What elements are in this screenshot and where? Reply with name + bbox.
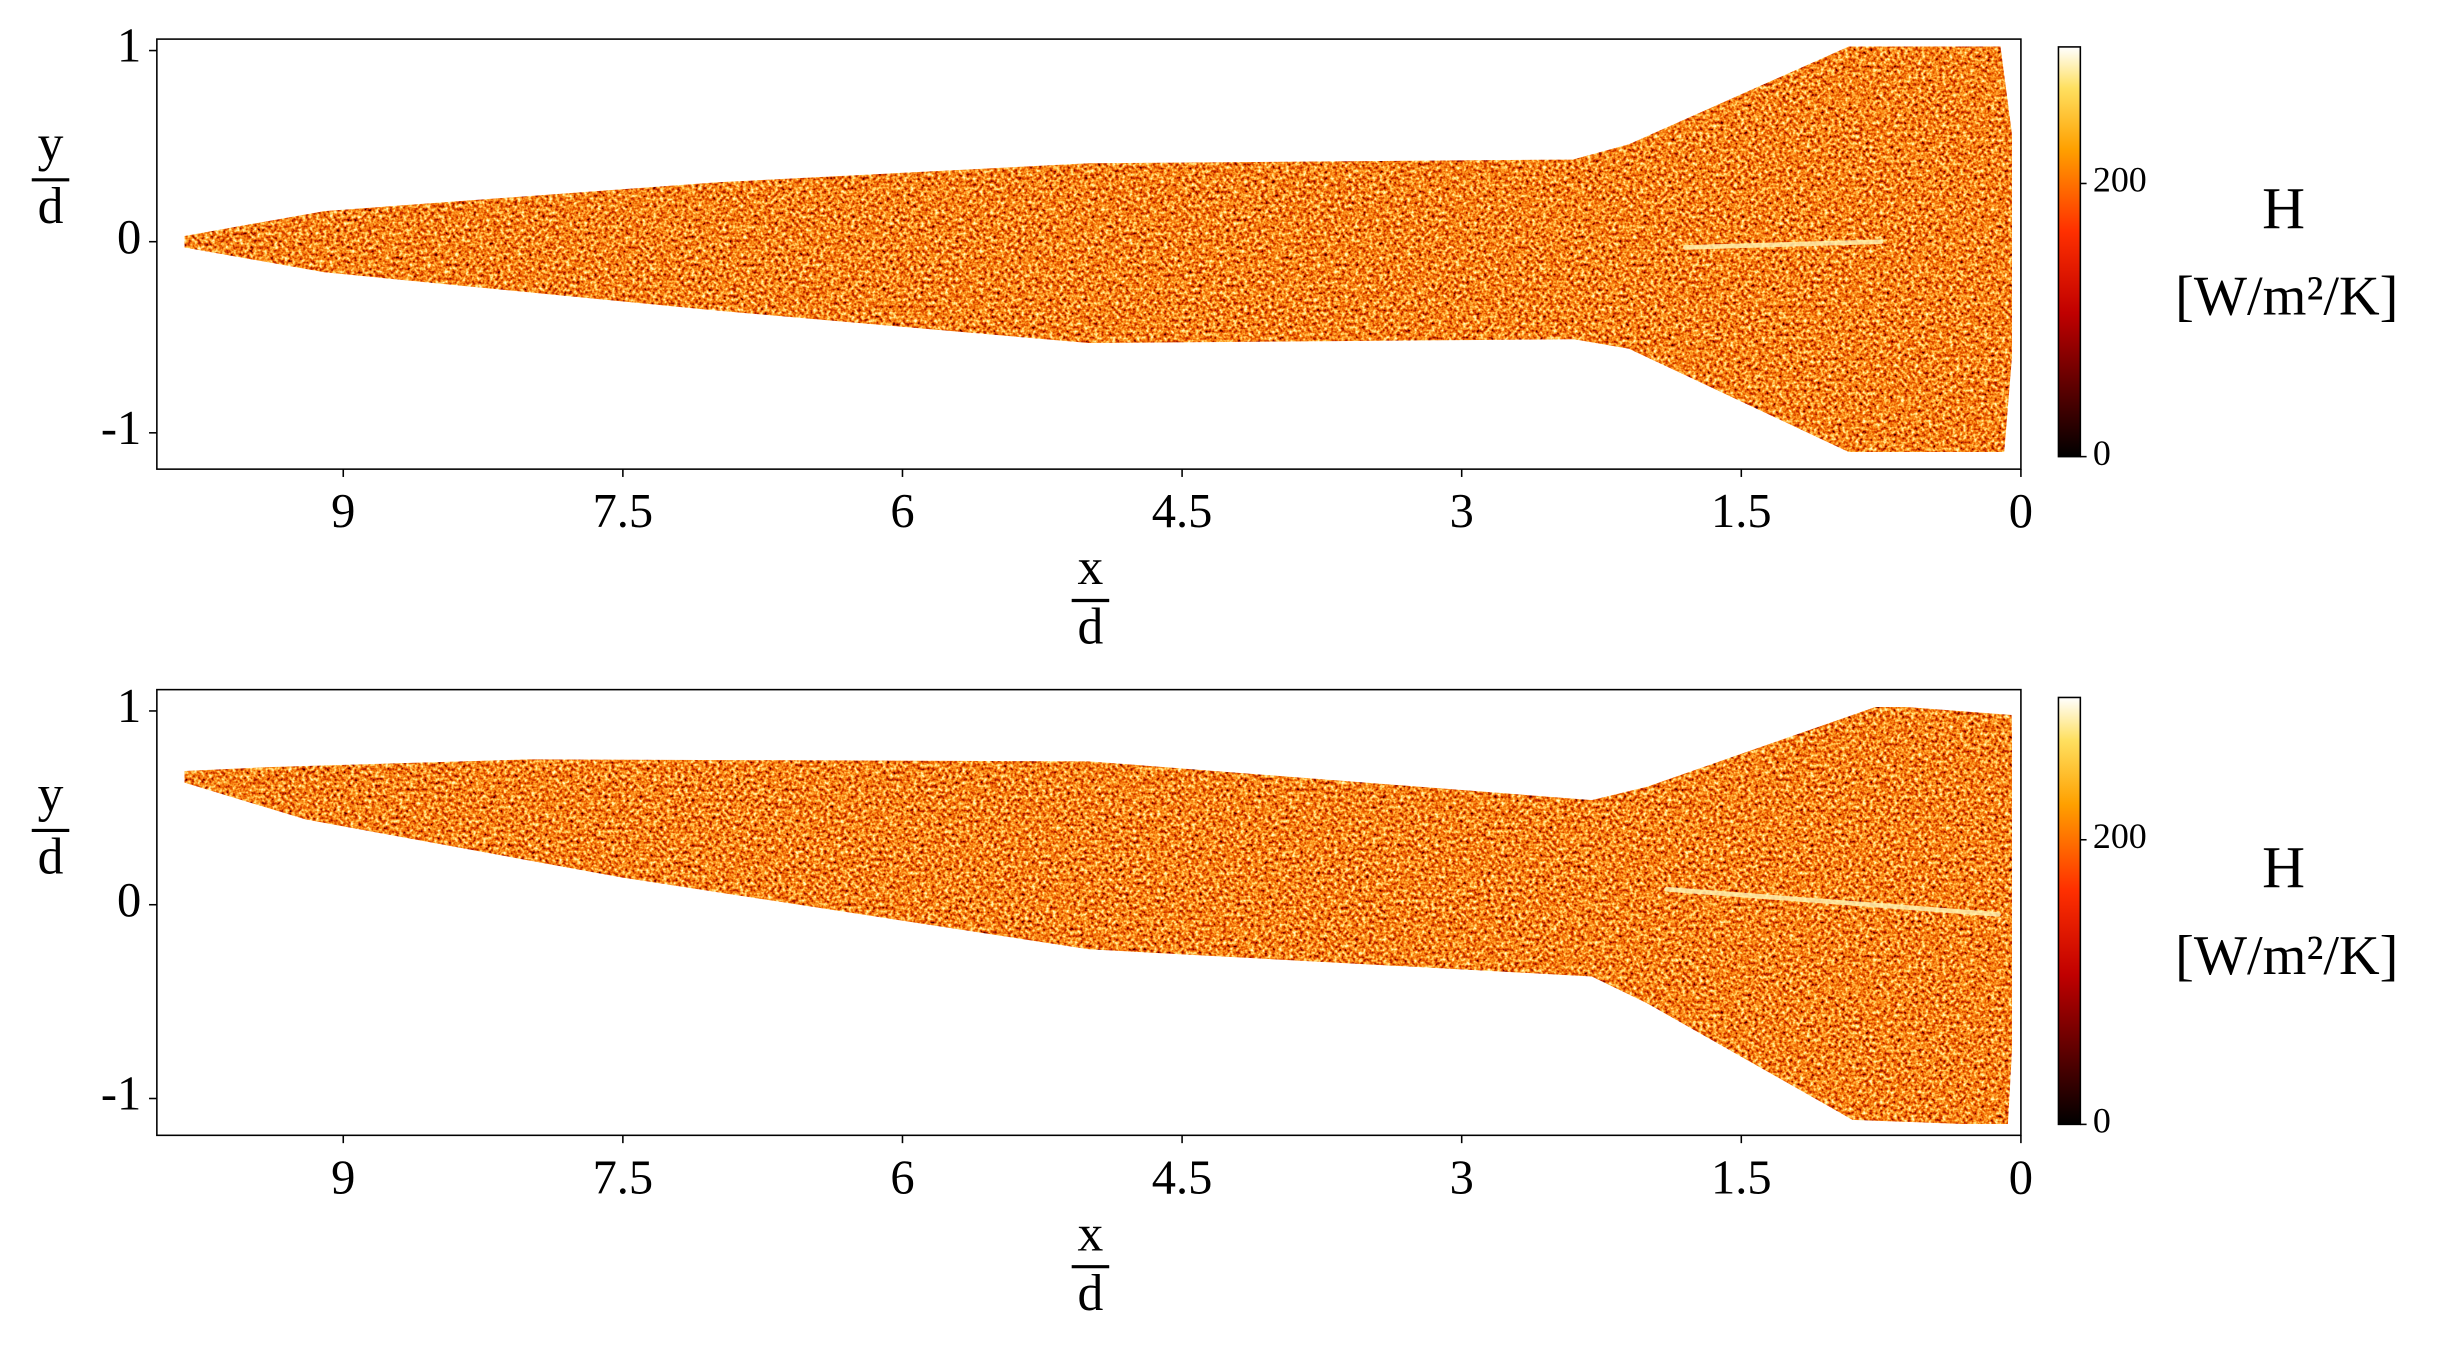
x-label-denominator: d: [1078, 599, 1104, 656]
hot-streak: [1664, 886, 2001, 917]
y-tick-label: -1: [101, 1068, 141, 1121]
y-tick-label: -1: [101, 402, 141, 455]
colorbar-unit: [W/m²/K]: [2175, 925, 2398, 987]
x-tick-label: 3: [1450, 485, 1474, 538]
x-tick-label: 6: [890, 1151, 914, 1204]
colorbar-tick-label: 0: [2093, 1101, 2111, 1141]
colorbar-tick-label: 200: [2093, 160, 2147, 200]
x-tick-label: 0: [2009, 485, 2033, 538]
x-label-numerator: x: [1078, 1205, 1104, 1262]
x-tick-label: 1.5: [1711, 485, 1772, 538]
axes-frame: [156, 38, 2022, 470]
x-tick-label: 7.5: [593, 1151, 654, 1204]
axes-frame: [156, 688, 2022, 1137]
y-tick-label: 0: [117, 211, 141, 264]
y-label-denominator: d: [38, 178, 64, 235]
colorbar-label: H: [2262, 834, 2305, 900]
heat-field: [182, 44, 2014, 454]
x-tick-label: 9: [331, 1151, 355, 1204]
x-tick-label: 4.5: [1152, 1151, 1213, 1204]
y-label-denominator: d: [38, 829, 64, 886]
x-tick-label: 3: [1450, 1151, 1474, 1204]
hot-streak: [1683, 239, 1884, 250]
x-tick-label: 6: [890, 485, 914, 538]
colorbar: [2057, 46, 2082, 458]
x-tick-label: 4.5: [1152, 485, 1213, 538]
x-tick-label: 1.5: [1711, 1151, 1772, 1204]
heat-field: [182, 705, 2014, 1126]
colorbar: [2057, 696, 2082, 1126]
x-tick-label: 0: [2009, 1151, 2033, 1204]
y-label-numerator: y: [38, 115, 64, 172]
colorbar-tick-label: 200: [2093, 816, 2147, 856]
y-tick-label: 0: [117, 874, 141, 927]
y-tick-label: 1: [117, 680, 141, 733]
colorbar-label: H: [2262, 175, 2305, 241]
y-label-numerator: y: [38, 766, 64, 823]
x-tick-label: 9: [331, 485, 355, 538]
colorbar-tick-label: 0: [2093, 433, 2111, 473]
x-label-numerator: x: [1078, 539, 1104, 596]
colorbar-unit: [W/m²/K]: [2175, 266, 2398, 328]
x-label-denominator: d: [1078, 1265, 1104, 1322]
y-tick-label: 1: [117, 20, 141, 73]
x-tick-label: 7.5: [593, 485, 654, 538]
